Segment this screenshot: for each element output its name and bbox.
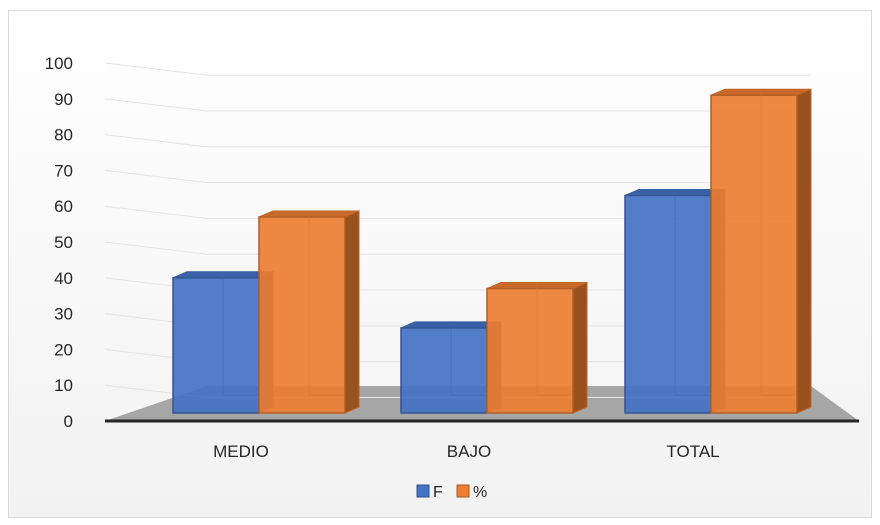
gridline xyxy=(104,62,208,76)
bar-front xyxy=(624,194,712,414)
y-tick-label: 60 xyxy=(54,197,73,216)
legend: F% xyxy=(416,484,487,501)
y-tick-label: 90 xyxy=(54,90,73,109)
bar-front xyxy=(400,327,488,414)
bar-inner-edge xyxy=(760,89,797,396)
bar-front xyxy=(172,277,260,414)
legend-swatch-percent xyxy=(456,484,470,498)
gridline xyxy=(104,241,208,255)
bar-inner-edge xyxy=(308,210,345,396)
bar-side xyxy=(572,281,588,414)
y-tick-label: 30 xyxy=(54,305,73,324)
legend-label: F xyxy=(433,484,443,501)
legend-label: % xyxy=(473,484,487,501)
bar-%-MEDIO xyxy=(258,210,360,414)
bar-chart: 0 10 20 30 40 50 60 70 80 90 100 MEDIO BAJO TOTAL F% xyxy=(45,54,859,501)
x-category-label: TOTAL xyxy=(666,442,719,461)
x-category-label: MEDIO xyxy=(213,442,269,461)
bar-inner-edge xyxy=(536,282,573,396)
bars xyxy=(172,88,812,414)
gridline xyxy=(104,169,208,184)
bar-F-BAJO xyxy=(400,321,502,414)
bar-front xyxy=(710,94,798,414)
y-axis-ticks: 0 10 20 30 40 50 60 70 80 90 100 xyxy=(45,54,73,431)
x-axis-categories: MEDIO BAJO TOTAL xyxy=(213,442,719,461)
y-tick-label: 10 xyxy=(54,376,73,395)
gridline xyxy=(104,134,208,148)
y-tick-label: 50 xyxy=(54,233,73,252)
bar-inner-edge xyxy=(674,189,711,396)
gridline xyxy=(104,98,208,112)
y-tick-label: 0 xyxy=(64,412,73,431)
x-category-label: BAJO xyxy=(447,442,491,461)
chart-area: 0 10 20 30 40 50 60 70 80 90 100 MEDIO BAJO TOTAL F% xyxy=(8,10,872,518)
bar-side xyxy=(796,88,812,414)
y-tick-label: 70 xyxy=(54,161,73,180)
bar-inner-edge xyxy=(222,271,259,396)
gridline xyxy=(104,205,208,219)
bar-side xyxy=(344,210,360,414)
y-tick-label: 20 xyxy=(54,340,73,359)
y-tick-label: 80 xyxy=(54,126,73,145)
bar-%-BAJO xyxy=(486,281,588,414)
y-tick-label: 40 xyxy=(54,269,73,288)
bar-F-MEDIO xyxy=(172,271,274,414)
legend-swatch-F xyxy=(416,484,430,498)
bar-front xyxy=(486,287,574,414)
y-tick-label: 100 xyxy=(45,54,73,73)
bar-%-TOTAL xyxy=(710,88,812,414)
bar-F-TOTAL xyxy=(624,188,726,414)
bar-front xyxy=(258,216,346,414)
bar-inner-edge xyxy=(450,321,487,396)
